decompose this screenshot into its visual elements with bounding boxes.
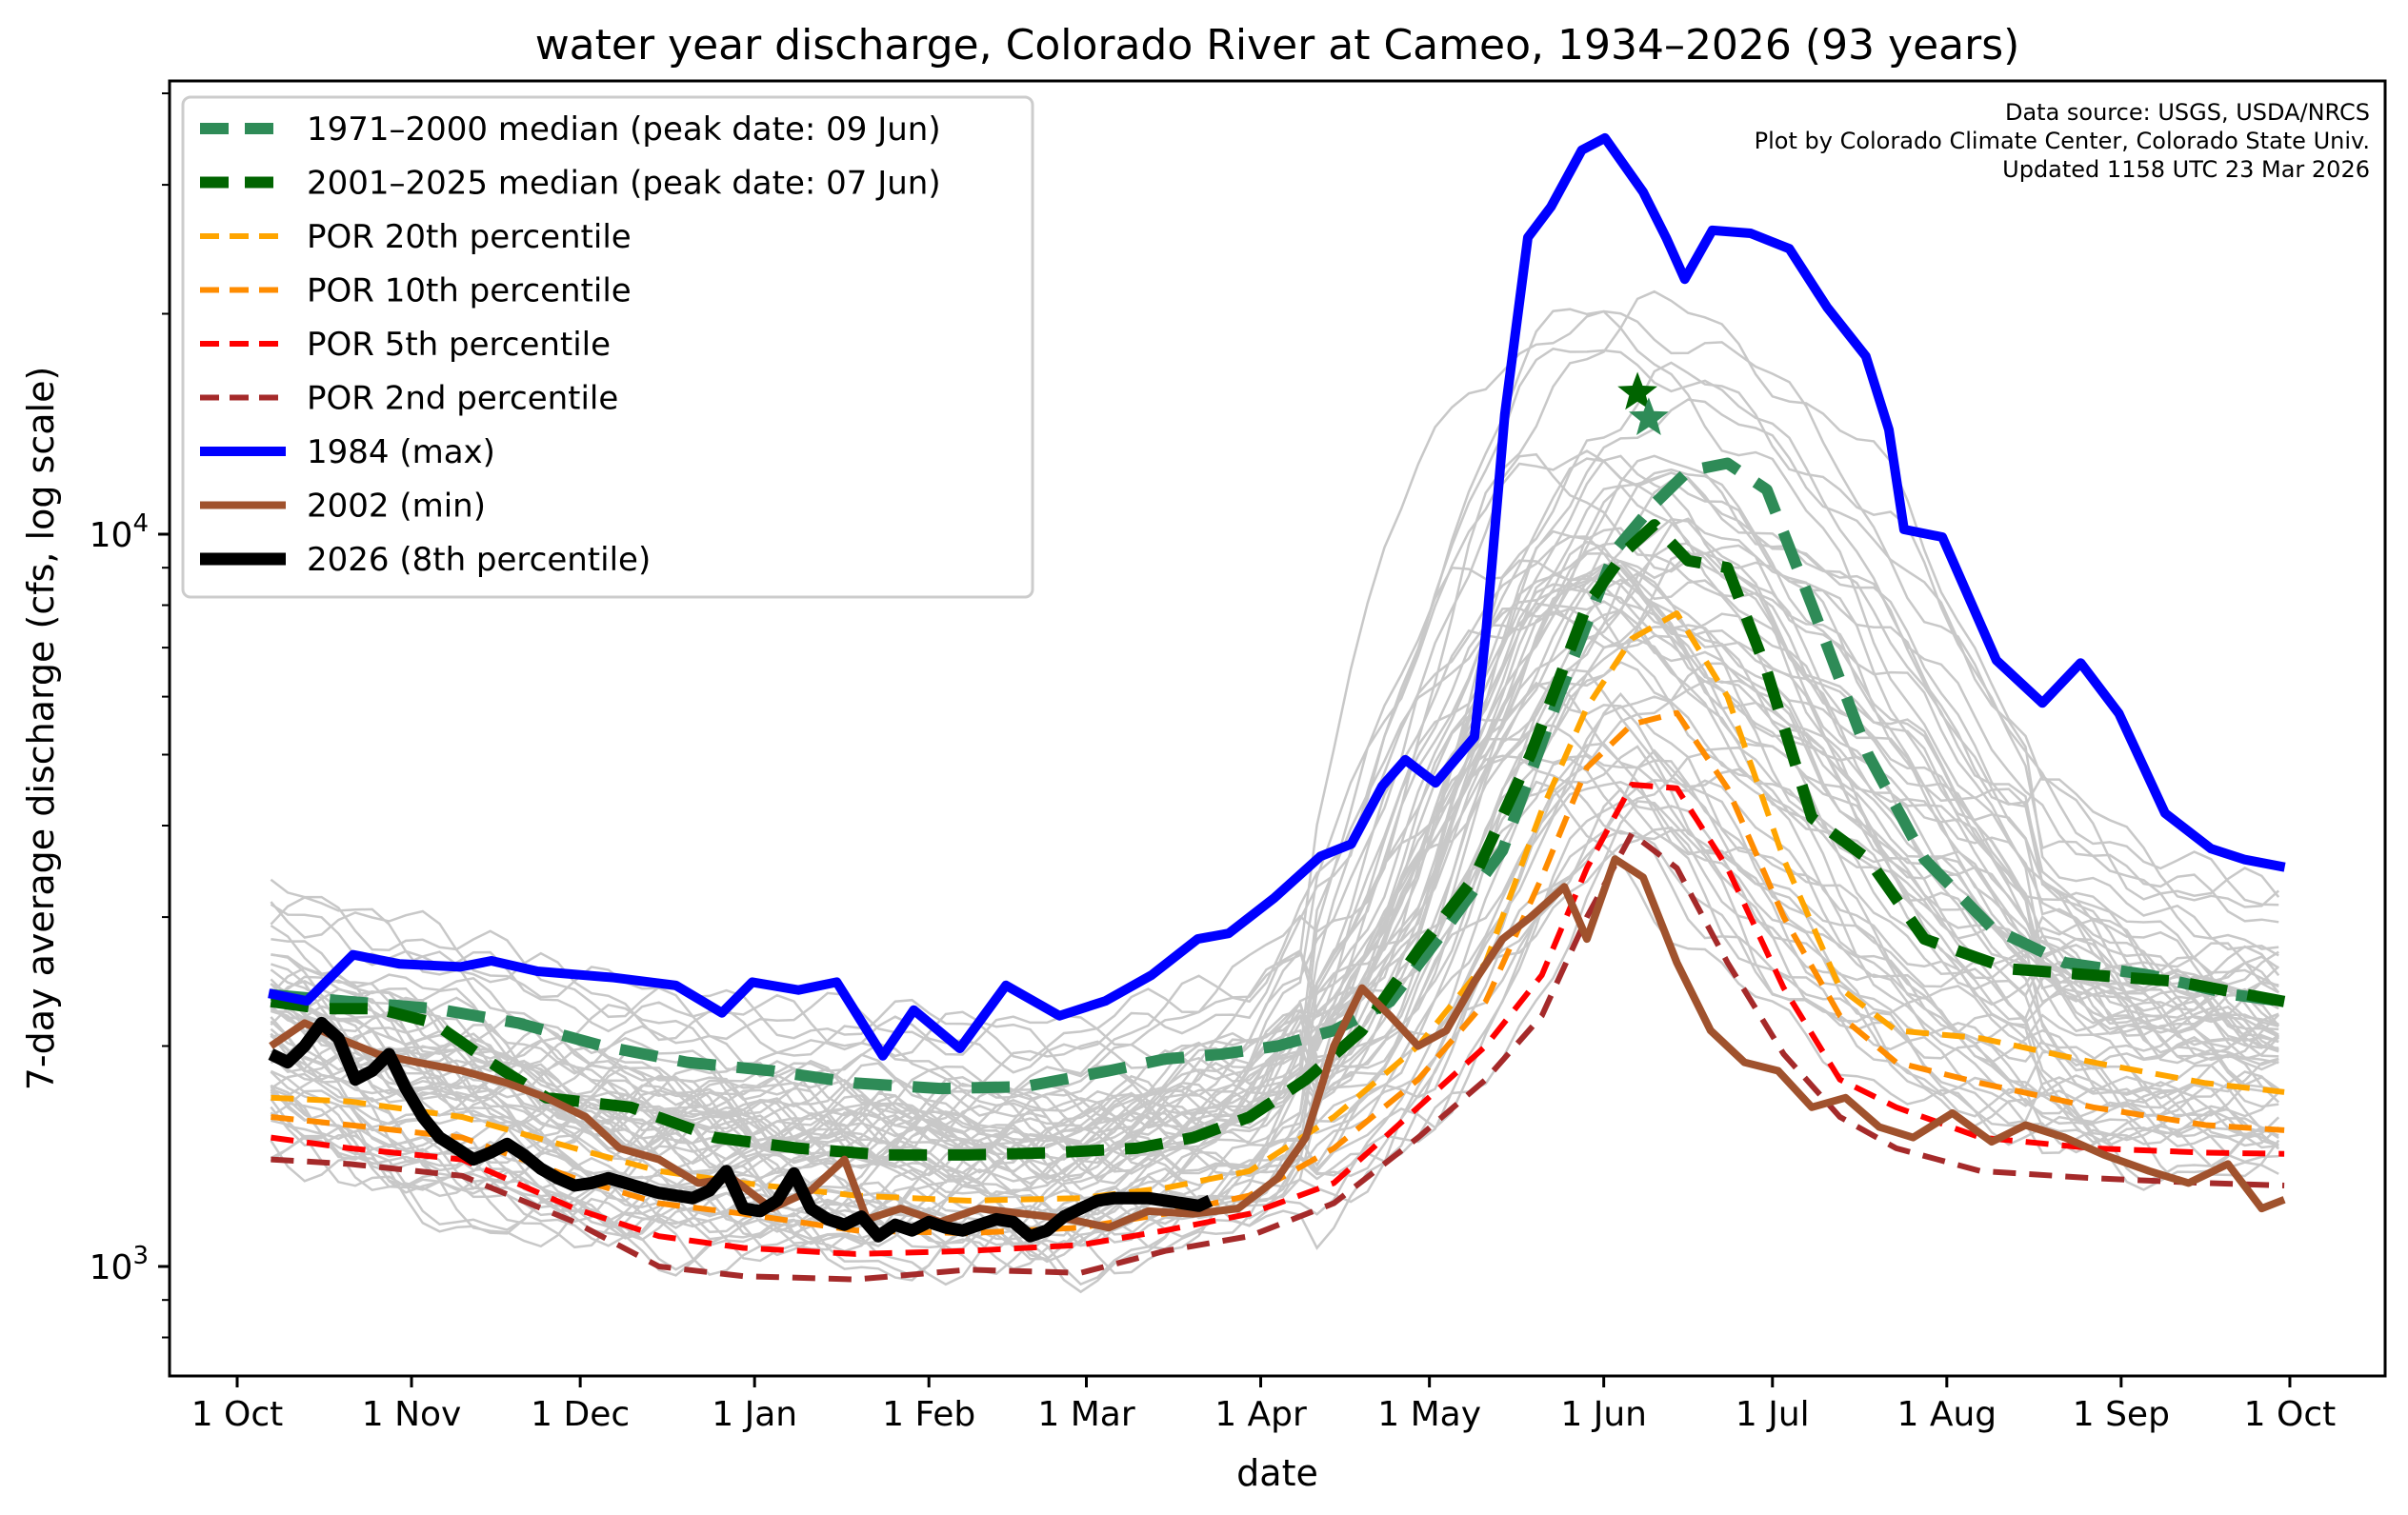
background-year-line xyxy=(270,554,2279,1175)
annotation-line: Plot by Colorado Climate Center, Colorad… xyxy=(1755,128,2370,154)
annotation-line: Data source: USGS, USDA/NRCS xyxy=(2005,99,2370,126)
legend-label: 2001–2025 median (peak date: 07 Jun) xyxy=(307,165,941,203)
chart-title: water year discharge, Colorado River at … xyxy=(535,21,2020,70)
legend-label: 1984 (max) xyxy=(307,433,495,471)
x-tick-label: 1 Nov xyxy=(362,1395,462,1434)
background-year-line xyxy=(270,347,2279,1074)
series-group xyxy=(268,132,2286,1283)
x-axis-label: date xyxy=(1236,1452,1318,1494)
background-year-line xyxy=(270,780,2279,1271)
series-line xyxy=(268,132,2286,1061)
legend-label: 2002 (min) xyxy=(307,488,486,526)
legend-label: POR 5th percentile xyxy=(307,326,611,364)
legend-item: 2026 (8th percentile) xyxy=(200,541,651,579)
background-year-line xyxy=(270,468,2280,1126)
x-tick-label: 1 Sep xyxy=(2073,1395,2170,1434)
background-year-line xyxy=(270,800,2280,1286)
background-year-line xyxy=(270,754,2279,1253)
background-year-line xyxy=(270,517,2279,1156)
x-tick-label: 1 Jul xyxy=(1736,1395,1810,1434)
annotation-line: Updated 1158 UTC 23 Mar 2026 xyxy=(2002,156,2370,183)
y-axis: 103 104 xyxy=(90,92,170,1339)
y-tick-label: 104 xyxy=(90,509,149,555)
background-year-line xyxy=(270,471,2279,1132)
legend-label: POR 2nd percentile xyxy=(307,380,618,418)
series-line xyxy=(271,830,2285,1283)
legend-frame xyxy=(181,95,1034,599)
background-year-line xyxy=(270,578,2279,1186)
legend-item: POR 10th percentile xyxy=(200,272,632,310)
x-tick-label: 1 Jun xyxy=(1560,1395,1647,1434)
background-year-line xyxy=(270,361,2279,1087)
legend-item: 2001–2025 median (peak date: 07 Jun) xyxy=(200,165,941,203)
background-year-line xyxy=(271,452,2279,1139)
x-tick-label: 1 Oct xyxy=(2244,1395,2337,1434)
x-tick-label: 1 Apr xyxy=(1214,1395,1307,1434)
background-year-line xyxy=(270,680,2279,1230)
legend-label: POR 10th percentile xyxy=(307,272,632,310)
series-line xyxy=(270,519,2286,1161)
series-line xyxy=(270,457,2285,1095)
series-line xyxy=(270,782,2285,1257)
x-tick-label: 1 Mar xyxy=(1037,1395,1134,1434)
background-year-line xyxy=(271,559,2279,1165)
x-axis: 1 Oct 1 Nov 1 Dec 1 Jan 1 Feb 1 Mar 1 Apr 1 May… xyxy=(191,1376,2337,1434)
legend-label: 2026 (8th percentile) xyxy=(307,541,651,579)
series-line xyxy=(271,610,2285,1204)
legend-item: POR 20th percentile xyxy=(200,218,632,256)
legend-item: POR 2nd percentile xyxy=(200,380,618,418)
peak-star-marker xyxy=(1617,371,1657,410)
x-tick-label: 1 Oct xyxy=(191,1395,284,1434)
background-year-line xyxy=(271,449,2279,1117)
legend-item: 1984 (max) xyxy=(200,433,495,471)
legend-item: POR 5th percentile xyxy=(200,326,611,364)
y-tick-label: 103 xyxy=(90,1242,149,1287)
peak-markers xyxy=(1617,371,1669,435)
plot-area xyxy=(168,79,2387,1378)
series-line xyxy=(271,709,2285,1237)
x-tick-label: 1 Jan xyxy=(712,1395,797,1434)
x-tick-label: 1 Dec xyxy=(531,1395,630,1434)
x-tick-label: 1 Aug xyxy=(1896,1395,1997,1434)
series-line xyxy=(269,855,2286,1232)
legend-label: POR 20th percentile xyxy=(307,218,632,256)
background-year-line xyxy=(271,457,2279,1141)
legend-item: 1971–2000 median (peak date: 09 Jun) xyxy=(200,110,941,149)
peak-star-marker xyxy=(1629,397,1669,435)
background-year-line xyxy=(270,540,2280,1183)
background-year-line xyxy=(270,289,2280,1056)
series-line xyxy=(268,1016,1214,1243)
legend-label: 1971–2000 median (peak date: 09 Jun) xyxy=(307,110,941,149)
axes-frame xyxy=(168,79,2387,1378)
source-annotation: Data source: USGS, USDA/NRCS Plot by Col… xyxy=(1755,99,2370,183)
legend: 1971–2000 median (peak date: 09 Jun) 2001… xyxy=(181,95,1034,599)
background-year-line xyxy=(270,575,2279,1173)
x-tick-label: 1 Feb xyxy=(882,1395,975,1434)
x-tick-label: 1 May xyxy=(1377,1395,1481,1434)
legend-item: 2002 (min) xyxy=(200,488,486,526)
background-year-line xyxy=(271,573,2279,1181)
background-year-line xyxy=(270,454,2279,1126)
background-year-line xyxy=(270,309,2280,1075)
y-axis-label: 7-day average discharge (cfs, log scale) xyxy=(20,367,62,1091)
background-year-line xyxy=(270,612,2279,1190)
